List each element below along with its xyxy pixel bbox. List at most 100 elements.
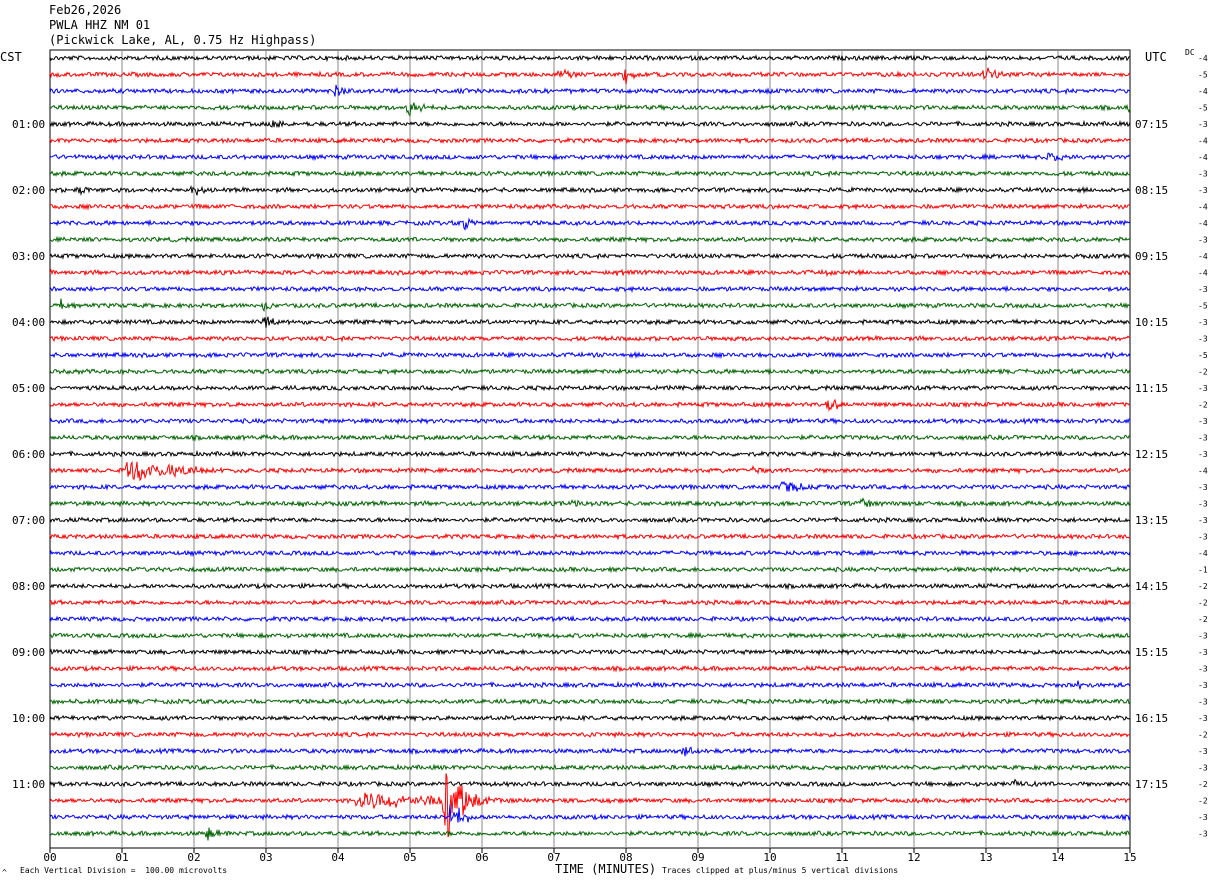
dc-offset-value: -3 (1198, 450, 1208, 459)
seismic-trace (49, 565, 1131, 574)
dc-offset-value: -5 (1198, 302, 1208, 311)
utc-hour-label: 12:15 (1135, 448, 1168, 461)
dc-offset-value: -3 (1198, 170, 1208, 179)
seismic-trace (49, 548, 1131, 558)
x-tick-label: 10 (763, 851, 776, 864)
seismic-trace (49, 746, 1131, 757)
dc-offset-value: -4 (1198, 467, 1208, 476)
dc-offset-value: -3 (1198, 648, 1208, 657)
dc-offset-value: -3 (1198, 665, 1208, 674)
x-tick-label: 05 (403, 851, 416, 864)
seismic-trace (49, 235, 1131, 244)
dc-offset-value: -1 (1198, 566, 1208, 575)
utc-hour-label: 08:15 (1135, 184, 1168, 197)
cst-hour-label: 11:00 (12, 778, 45, 791)
seismic-trace (49, 631, 1131, 640)
dc-offset-value: -3 (1198, 764, 1208, 773)
seismic-trace (49, 350, 1131, 360)
dc-offset-value: -4 (1198, 153, 1208, 162)
cst-hour-label: 10:00 (12, 712, 45, 725)
seismic-trace (49, 773, 1131, 838)
dc-offset-value: -2 (1198, 615, 1208, 624)
cst-hour-label: 07:00 (12, 514, 45, 527)
dc-offset-value: -3 (1198, 500, 1208, 509)
dc-offset-value: -3 (1198, 417, 1208, 426)
seismic-trace (49, 334, 1131, 343)
x-tick-label: 07 (547, 851, 560, 864)
x-tick-label: 01 (115, 851, 128, 864)
utc-hour-label: 15:15 (1135, 646, 1168, 659)
seismic-trace (49, 84, 1131, 97)
x-tick-label: 02 (187, 851, 200, 864)
seismic-trace (49, 252, 1131, 261)
x-tick-label: 15 (1123, 851, 1136, 864)
dc-offset-value: -4 (1198, 252, 1208, 261)
seismic-trace (49, 102, 1131, 117)
seismic-trace (49, 730, 1131, 739)
utc-hour-label: 17:15 (1135, 778, 1168, 791)
seismic-trace (49, 664, 1131, 673)
dc-offset-value: -2 (1198, 731, 1208, 740)
seismic-trace (49, 152, 1131, 162)
cst-hour-label: 05:00 (12, 382, 45, 395)
seismic-trace (49, 316, 1131, 328)
seismic-trace (49, 714, 1131, 723)
date-label: Feb26,2026 (49, 3, 122, 17)
dc-offset-value: -3 (1198, 681, 1208, 690)
seismic-trace (49, 515, 1131, 524)
seismic-trace (49, 680, 1131, 690)
dc-offset-value: -2 (1198, 599, 1208, 608)
dc-offset-value: -3 (1198, 813, 1208, 822)
utc-hour-label: 16:15 (1135, 712, 1168, 725)
seismic-trace (49, 497, 1131, 508)
utc-hour-label: 13:15 (1135, 514, 1168, 527)
dc-offset-value: -3 (1198, 285, 1208, 294)
left-timezone-label: CST (0, 50, 22, 64)
cst-hour-label: 09:00 (12, 646, 45, 659)
dc-offset-value: -3 (1198, 747, 1208, 756)
utc-hour-label: 14:15 (1135, 580, 1168, 593)
seismic-trace (49, 614, 1131, 623)
seismic-trace (49, 169, 1131, 178)
dc-offset-value: -3 (1198, 830, 1208, 839)
clip-note: Traces clipped at plus/minus 5 vertical … (662, 866, 899, 875)
seismic-trace (49, 367, 1131, 376)
seismic-trace (49, 416, 1131, 426)
seismic-trace (49, 384, 1131, 392)
plot-frame (49, 49, 1131, 849)
seismic-trace (49, 697, 1131, 706)
dc-offset-label: DC (1185, 48, 1195, 57)
seismic-trace (49, 202, 1130, 211)
utc-hour-label: 07:15 (1135, 118, 1168, 131)
x-tick-label: 12 (907, 851, 920, 864)
dc-offset-value: -2 (1198, 797, 1208, 806)
scale-note: Each Vertical Division = 100.00 microvol… (20, 866, 228, 875)
right-timezone-label: UTC (1145, 50, 1167, 64)
seismic-trace (49, 480, 1131, 492)
seismic-trace (49, 804, 1131, 823)
seismic-trace (49, 268, 1131, 278)
x-tick-label: 03 (259, 851, 272, 864)
location-label: (Pickwick Lake, AL, 0.75 Hz Highpass) (49, 33, 317, 47)
x-tick-label: 13 (979, 851, 992, 864)
x-tick-label: 00 (43, 851, 56, 864)
dc-offset-value: -4 (1198, 137, 1208, 146)
seismic-trace (49, 298, 1131, 313)
seismic-trace (49, 449, 1131, 458)
seismic-trace (49, 598, 1131, 607)
cst-hour-label: 03:00 (12, 250, 45, 263)
x-tick-label: 06 (475, 851, 488, 864)
x-tick-label: 09 (691, 851, 704, 864)
seismic-trace (49, 119, 1131, 129)
dc-offset-value: -3 (1198, 236, 1208, 245)
dc-offset-value: -2 (1198, 582, 1208, 591)
dc-offset-value: -3 (1198, 533, 1208, 542)
seismic-trace (49, 398, 1131, 412)
x-tick-label: 11 (835, 851, 848, 864)
dc-offset-value: -3 (1198, 698, 1208, 707)
x-axis-title: TIME (MINUTES) (555, 862, 657, 876)
dc-offset-value: -3 (1198, 186, 1208, 195)
seismic-trace (49, 433, 1131, 442)
seismic-trace (49, 67, 1131, 85)
